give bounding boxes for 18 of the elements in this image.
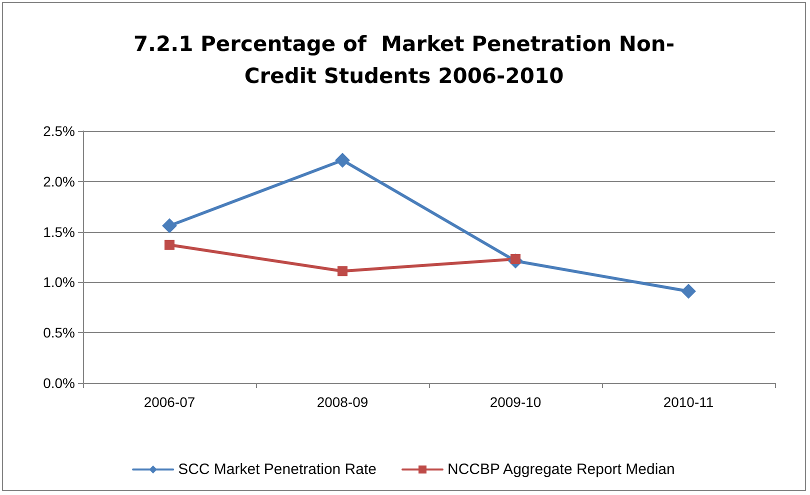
- point: [335, 152, 350, 168]
- y-tick-label: 1.5%: [43, 224, 75, 240]
- legend-label: NCCBP Aggregate Report Median: [447, 461, 675, 478]
- x-tick-label: 2008-09: [316, 394, 368, 410]
- x-tick-label: 2010-11: [663, 394, 714, 410]
- chart-title: 7.2.1 Percentage of Market Penetration Non- Credit Students 2006-2010: [133, 32, 675, 88]
- x-tick-label: 2009-10: [490, 394, 542, 410]
- point: [681, 284, 696, 299]
- y-tick-label: 2.0%: [43, 173, 75, 190]
- y-tick-label: 1.0%: [43, 274, 75, 290]
- point: [162, 218, 177, 234]
- y-tick-label: 2.5%: [43, 123, 75, 139]
- x-tick-label: 2006-07: [144, 394, 196, 410]
- legend-label: SCC Market Penetration Rate: [178, 461, 376, 478]
- point: [338, 266, 348, 276]
- y-tick-label: 0.0%: [43, 375, 75, 391]
- y-tick-label: 0.5%: [43, 324, 75, 341]
- point: [164, 240, 174, 250]
